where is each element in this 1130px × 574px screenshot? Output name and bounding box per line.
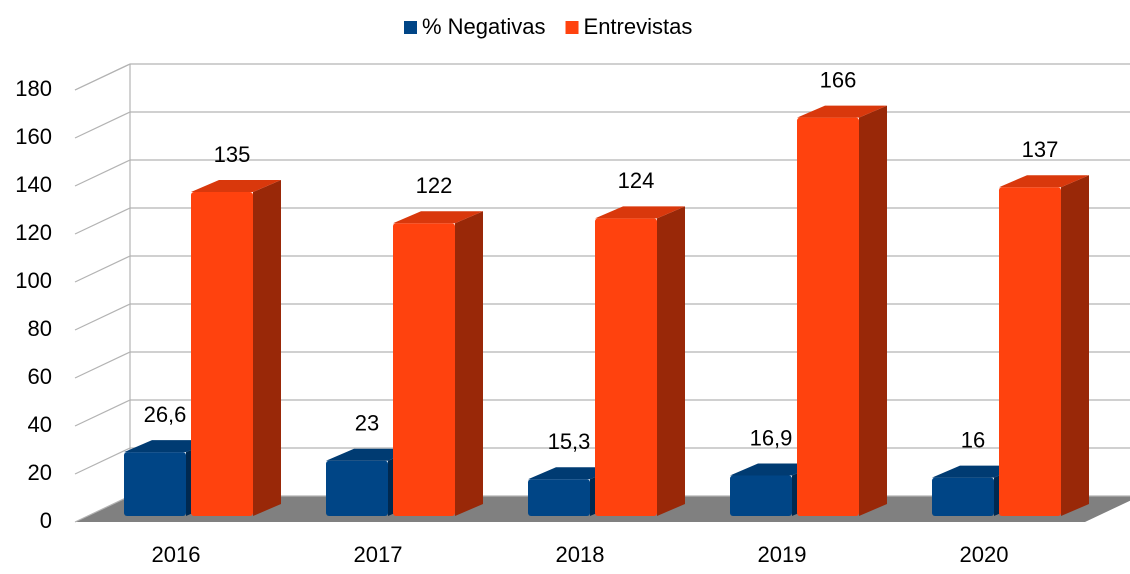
x-tick-label: 2017: [354, 542, 403, 567]
data-label: 137: [1022, 137, 1059, 162]
grid-line: [74, 159, 131, 187]
y-tick-label: 120: [15, 220, 52, 245]
y-tick-label: 80: [28, 316, 52, 341]
data-label: 26,6: [144, 402, 187, 427]
bar: [393, 211, 483, 516]
bar-front: [797, 117, 859, 516]
bar-top: [393, 211, 483, 224]
bar-top: [797, 105, 887, 118]
y-tick-label: 180: [15, 76, 52, 101]
bar-front: [191, 192, 253, 516]
grid-line: [74, 351, 131, 379]
bar: [191, 180, 281, 516]
y-tick-label: 160: [15, 124, 52, 149]
y-tick-label: 60: [28, 364, 52, 389]
bar: [999, 175, 1089, 516]
legend-swatch: [404, 21, 417, 34]
data-label: 23: [355, 411, 379, 436]
bar-top: [191, 180, 281, 192]
data-label: 166: [820, 67, 857, 92]
y-tick-label: 100: [15, 268, 52, 293]
grid-line: [74, 255, 131, 283]
legend-swatch: [565, 21, 579, 34]
bar-front: [393, 223, 455, 516]
data-label: 16,9: [750, 425, 793, 450]
legend: % Negativas Entrevistas: [404, 14, 692, 39]
grid-line: [74, 207, 131, 235]
bar-front: [326, 460, 388, 516]
bar-top: [999, 175, 1089, 188]
bar-side: [455, 211, 483, 516]
legend-label: Entrevistas: [584, 14, 693, 39]
x-tick-label: 2018: [556, 542, 605, 567]
grid-line: [74, 303, 131, 331]
x-tick-label: 2016: [152, 542, 201, 567]
bar-top: [595, 206, 685, 219]
data-label: 135: [214, 142, 251, 167]
bar-front: [124, 452, 186, 516]
grid-line: [74, 399, 131, 427]
grid-line: [74, 63, 131, 91]
data-label: 15,3: [548, 429, 591, 454]
y-tick-label: 40: [28, 412, 52, 437]
data-label: 16: [961, 427, 985, 452]
legend-label: % Negativas: [422, 14, 546, 39]
bar-front: [528, 479, 590, 516]
bar: [595, 206, 685, 516]
bar-front: [932, 477, 994, 516]
grid-line: [74, 495, 131, 523]
data-label: 122: [416, 173, 453, 198]
bar-side: [859, 105, 887, 516]
x-tick-label: 2020: [960, 542, 1009, 567]
bar-side: [657, 206, 685, 516]
bar-side: [1061, 175, 1089, 516]
data-label: 124: [618, 168, 655, 193]
grid-line: [74, 111, 131, 139]
bar: [797, 105, 887, 516]
x-tick-label: 2019: [758, 542, 807, 567]
bar-front: [999, 187, 1061, 516]
y-tick-label: 140: [15, 172, 52, 197]
bar-front: [730, 475, 792, 516]
bar-front: [595, 218, 657, 516]
bar-side: [253, 180, 281, 516]
grid-line: [74, 447, 131, 475]
y-tick-label: 0: [40, 508, 52, 533]
y-tick-label: 20: [28, 460, 52, 485]
